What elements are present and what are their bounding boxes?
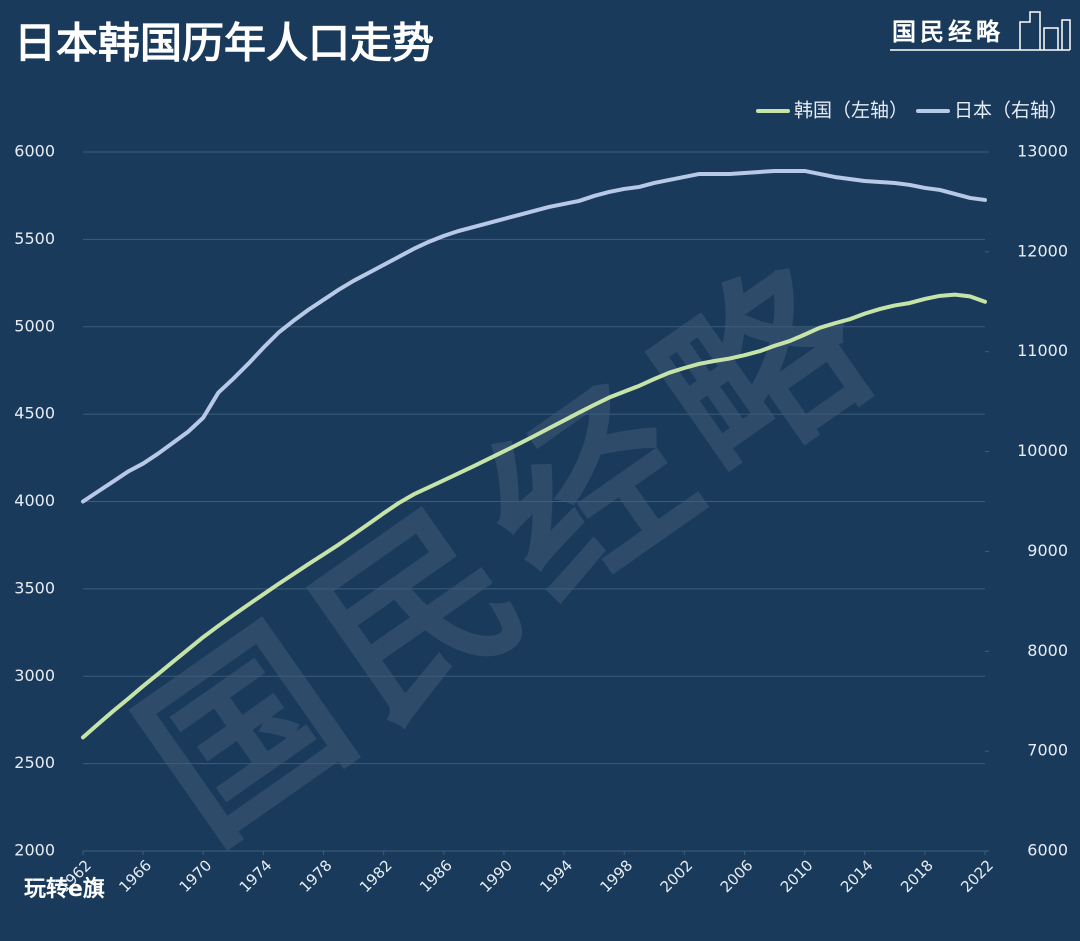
- y2-tick-label: 8000: [1027, 641, 1068, 660]
- chart-title: 日本韩国历年人口走势: [14, 19, 434, 68]
- y2-tick-label: 11000: [1017, 341, 1068, 360]
- y-tick-label: 5000: [14, 316, 55, 335]
- y2-tick-label: 12000: [1017, 241, 1068, 260]
- y2-tick-label: 9000: [1027, 541, 1068, 560]
- logo-icon: [1019, 11, 1071, 50]
- y-tick-label: 3000: [14, 666, 55, 685]
- y-tick-label: 5500: [14, 229, 55, 248]
- series-line: [81, 292, 987, 740]
- legend-label: 韩国（左轴）: [794, 100, 908, 122]
- footer-logo: 玩转e旗: [24, 876, 105, 902]
- y2-tick-label: 6000: [1027, 841, 1068, 860]
- y-tick-label: 2500: [14, 753, 55, 772]
- logo: 国民经略: [892, 18, 1004, 46]
- legend-label: 日本（右轴）: [954, 100, 1068, 122]
- y-tick-label: 6000: [14, 142, 55, 161]
- series-line: [81, 168, 987, 504]
- y-tick-label: 4500: [14, 404, 55, 423]
- y-tick-label: 4000: [14, 491, 55, 510]
- y-tick-label: 3500: [14, 578, 55, 597]
- y2-tick-label: 10000: [1017, 441, 1068, 460]
- y2-tick-label: 13000: [1017, 142, 1068, 161]
- y-tick-label: 2000: [14, 841, 55, 860]
- y2-tick-label: 7000: [1027, 741, 1068, 760]
